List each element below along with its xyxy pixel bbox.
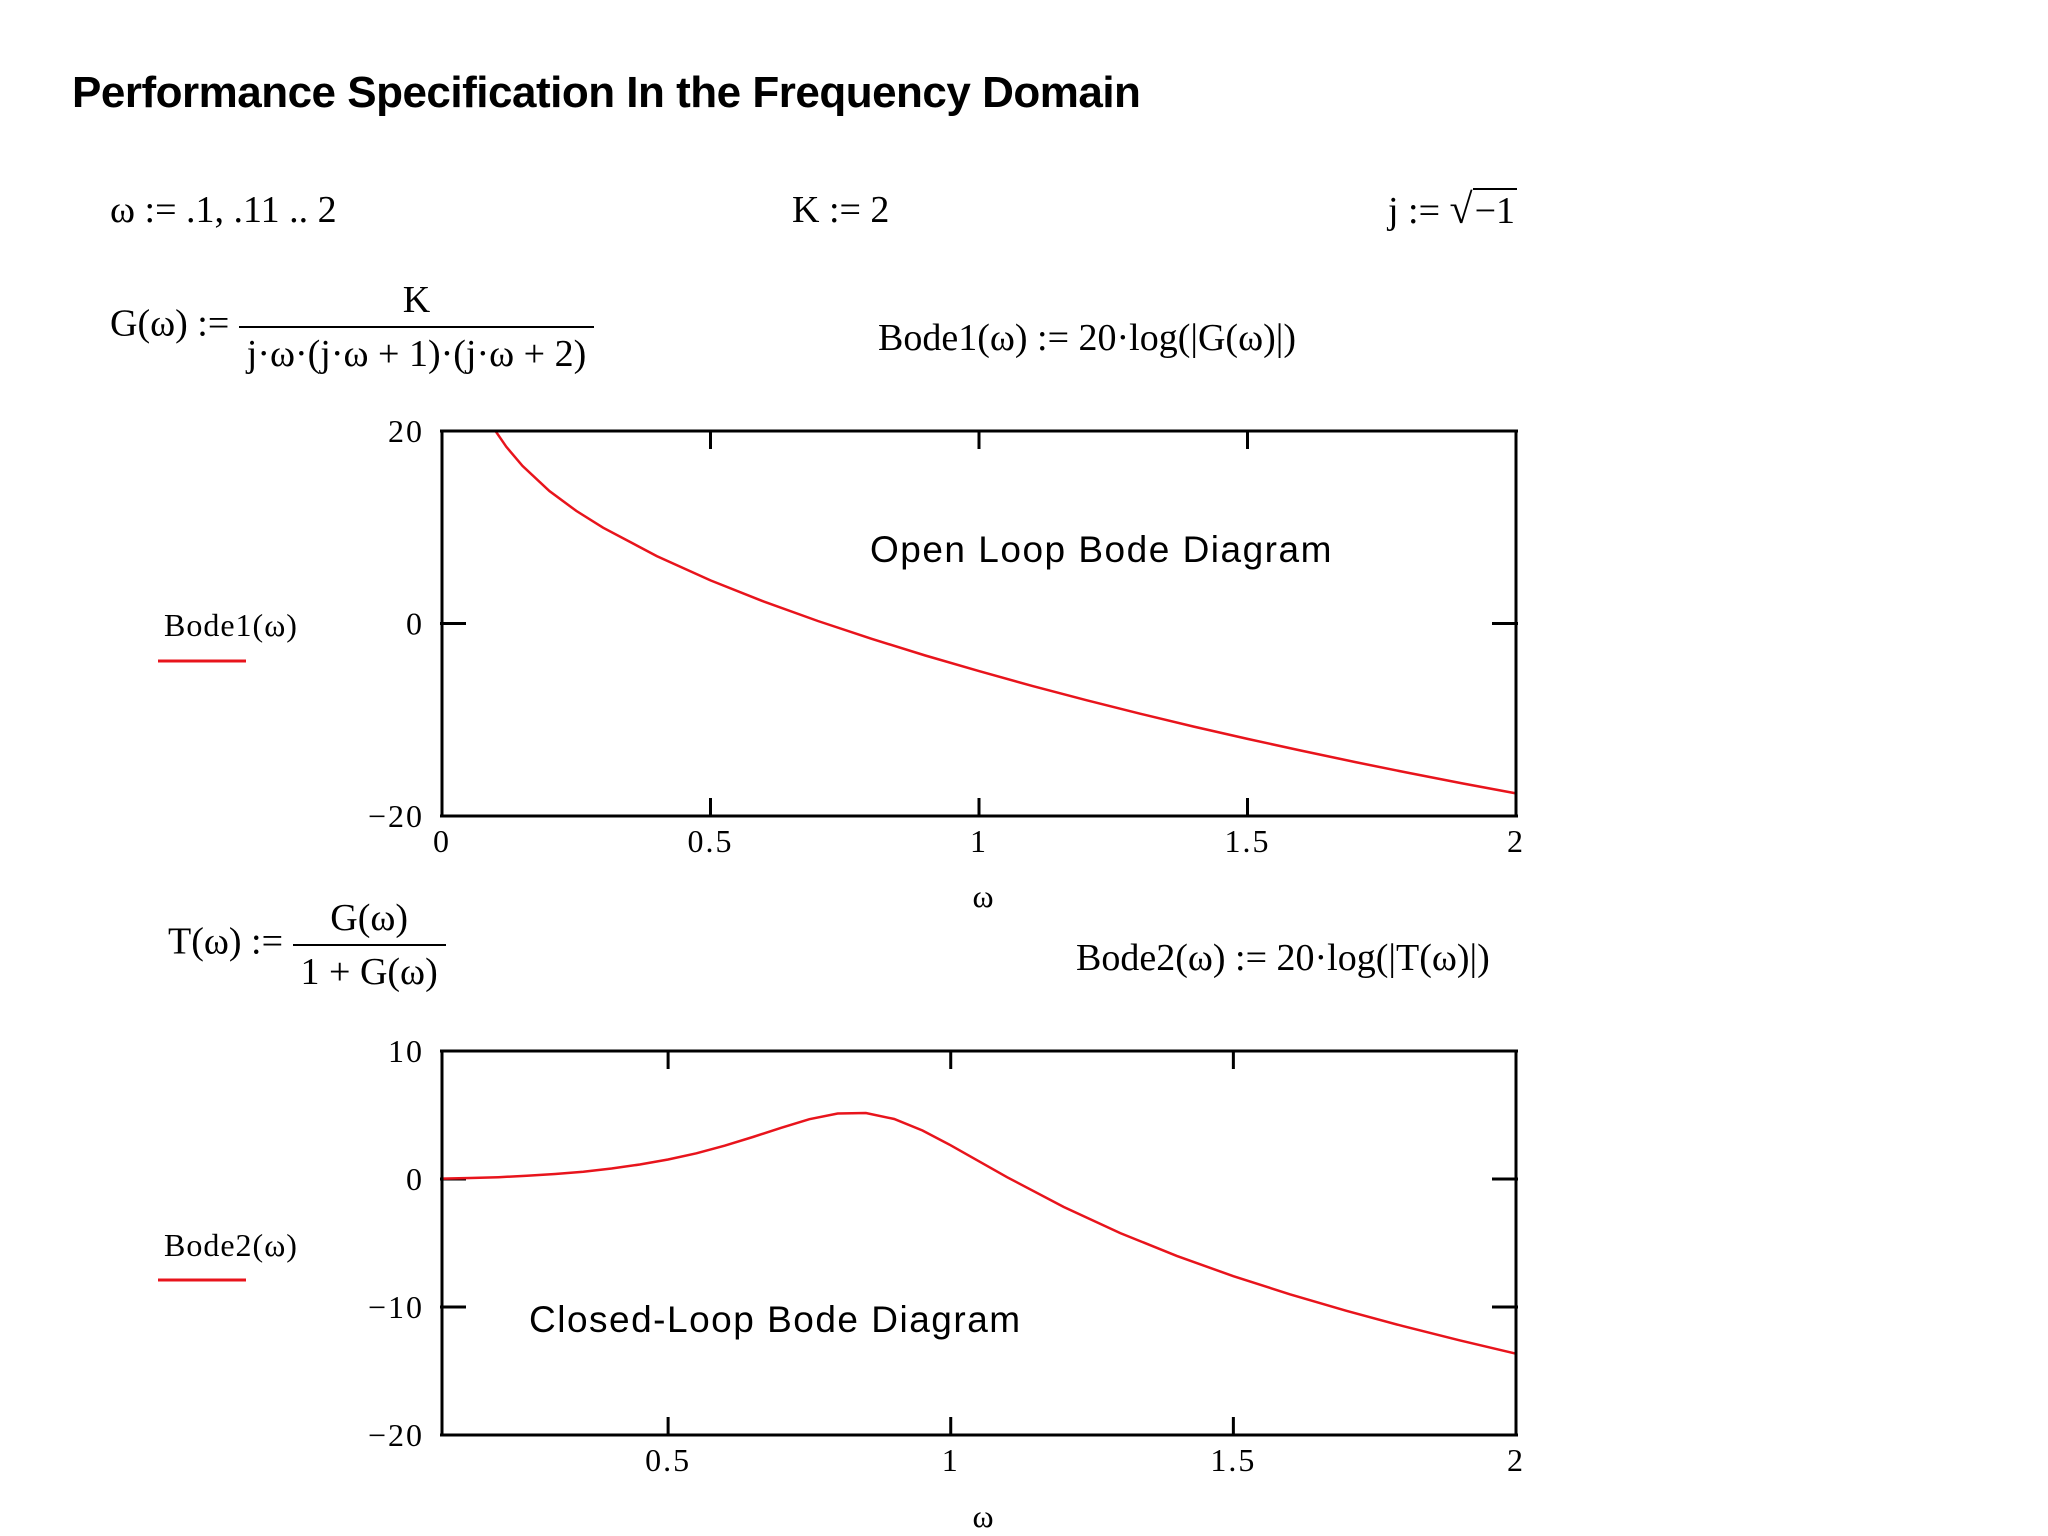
y-tick-label: 0 bbox=[406, 606, 424, 642]
x-tick-label: 2 bbox=[1507, 1442, 1525, 1478]
x-tick-label: 1.5 bbox=[1225, 823, 1271, 859]
t-numerator: G(ω) bbox=[330, 897, 409, 939]
page-title: Performance Specification In the Frequen… bbox=[72, 68, 1141, 117]
g-denominator: j·ω·(j·ω + 1)·(j·ω + 2) bbox=[238, 326, 595, 376]
y-tick-label: 20 bbox=[388, 413, 424, 449]
omega-range-definition: ω := .1, .11 .. 2 bbox=[110, 189, 337, 231]
bode2-series-line bbox=[441, 1111, 1517, 1355]
y-tick-label: −20 bbox=[368, 798, 424, 834]
g-definition: G(ω) := K j·ω·(j·ω + 1)·(j·ω + 2) bbox=[110, 278, 595, 376]
y-tick-label: −20 bbox=[368, 1417, 424, 1453]
closed-loop-chart-title: Closed-Loop Bode Diagram bbox=[529, 1299, 1022, 1340]
open-loop-plot-frame bbox=[440, 429, 1518, 818]
j-definition: j := √−1 bbox=[1388, 186, 1518, 234]
open-loop-x-label: ω bbox=[972, 878, 993, 914]
t-definition: T(ω) := G(ω) 1 + G(ω) bbox=[168, 896, 446, 994]
g-numerator: K bbox=[402, 279, 431, 321]
x-tick-label: 1 bbox=[970, 823, 988, 859]
t-fraction: G(ω) 1 + G(ω) bbox=[292, 896, 446, 994]
t-denominator: 1 + G(ω) bbox=[292, 944, 446, 994]
open-loop-y-label: Bode1(ω) bbox=[164, 607, 298, 643]
y-tick-label: 10 bbox=[388, 1033, 424, 1069]
x-tick-label: 1 bbox=[942, 1442, 960, 1478]
bode1-series-line bbox=[494, 430, 1517, 795]
x-tick-label: 2 bbox=[1507, 823, 1525, 859]
closed-loop-plot-frame bbox=[440, 1049, 1518, 1437]
x-tick-label: 0.5 bbox=[645, 1442, 691, 1478]
x-tick-label: 0 bbox=[433, 823, 451, 859]
j-definition-lhs: j := bbox=[1388, 190, 1441, 232]
sqrt-icon: √ bbox=[1449, 187, 1473, 233]
g-fraction: K j·ω·(j·ω + 1)·(j·ω + 2) bbox=[238, 278, 595, 376]
x-tick-label: 0.5 bbox=[688, 823, 734, 859]
y-tick-label: −10 bbox=[368, 1289, 424, 1325]
bode2-definition: Bode2(ω) := 20·log(|T(ω)|) bbox=[1076, 937, 1490, 979]
k-definition: K := 2 bbox=[792, 189, 890, 231]
t-definition-lhs: T(ω) := bbox=[168, 920, 284, 963]
closed-loop-y-label: Bode2(ω) bbox=[164, 1227, 298, 1263]
open-loop-chart-title: Open Loop Bode Diagram bbox=[870, 529, 1333, 570]
closed-loop-x-label: ω bbox=[972, 1498, 993, 1534]
g-definition-lhs: G(ω) := bbox=[110, 302, 230, 345]
y-tick-label: 0 bbox=[406, 1161, 424, 1197]
x-tick-label: 1.5 bbox=[1210, 1442, 1256, 1478]
j-sqrt-argument: −1 bbox=[1472, 188, 1518, 232]
bode1-definition: Bode1(ω) := 20·log(|G(ω)|) bbox=[878, 317, 1297, 359]
